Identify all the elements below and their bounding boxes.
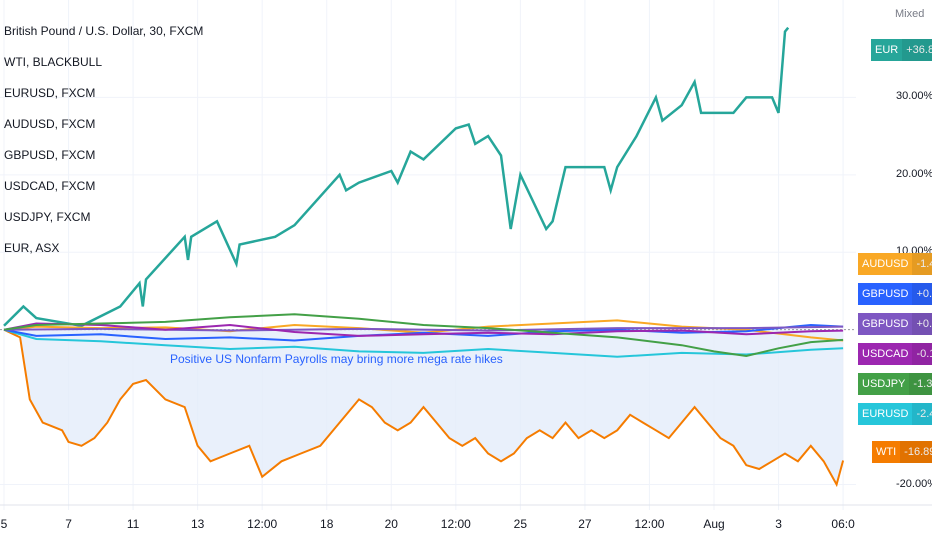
legend-item[interactable]: GBPUSD, FXCM — [4, 148, 96, 162]
legend-item[interactable]: USDJPY, FXCM — [4, 210, 91, 224]
series-tag-name: AUDUSD — [858, 253, 913, 275]
series-value-tag: EURUSD-2.40% — [858, 403, 932, 425]
y-tick-label: 30.00% — [896, 90, 932, 103]
x-tick-label: 3 — [775, 517, 782, 531]
series-tag-name: GBPUSD — [858, 283, 913, 305]
x-tick-label: 06:0 — [831, 517, 855, 531]
series-tag-name: USDJPY — [858, 373, 910, 395]
series-tag-name: USDCAD — [858, 343, 913, 365]
series-tag-name: EURUSD — [858, 403, 913, 425]
x-tick-label: 11 — [126, 517, 140, 531]
x-tick-label: 12:00 — [247, 517, 278, 531]
series-line-eur — [3, 26, 790, 328]
legend-item[interactable]: British Pound / U.S. Dollar, 30, FXCM — [4, 24, 204, 38]
x-tick-label: 18 — [320, 517, 334, 531]
series-line-gbpusd — [3, 323, 844, 342]
series-line-eurusd — [3, 328, 844, 358]
series-tag-name: GBPUSD — [858, 313, 913, 335]
legend-item[interactable]: WTI, BLACKBULL — [4, 55, 103, 69]
annotation-text: Positive US Nonfarm Payrolls may bring m… — [170, 352, 503, 366]
scale-mode-label[interactable]: Mixed — [895, 8, 925, 20]
x-tick-label: 12:00 — [440, 517, 471, 531]
x-tick-label: 25 — [513, 517, 528, 531]
legend-item[interactable]: AUDUSD, FXCM — [4, 117, 96, 131]
series-value-tag: EUR+36.87% — [871, 39, 932, 61]
y-tick-label: -20.00% — [896, 477, 932, 490]
series-tag-name: EUR — [871, 39, 903, 61]
series-tag-value: -0.12% — [912, 343, 932, 365]
wti-fill — [4, 329, 844, 485]
x-tick-label: Aug — [703, 517, 725, 531]
series-value-tag: GBPUSD+0.40% — [858, 283, 932, 305]
legend-item[interactable]: USDCAD, FXCM — [4, 179, 96, 193]
series-line-wti — [3, 328, 845, 488]
y-tick-label: 20.00% — [896, 167, 932, 180]
series-line-usdjpy — [3, 313, 844, 358]
legend-item[interactable]: EUR, ASX — [4, 241, 60, 255]
legend-item[interactable]: EURUSD, FXCM — [4, 86, 96, 100]
series-line-gbpusd — [3, 325, 844, 332]
x-tick-label: 12:00 — [634, 517, 665, 531]
series-tag-value: -1.32% — [909, 373, 932, 395]
series-value-tag: USDCAD-0.12% — [858, 343, 932, 365]
series-line-usdcad — [3, 322, 844, 337]
x-tick-label: 7 — [65, 517, 72, 531]
series-value-tag: WTI-16.89% — [872, 441, 932, 463]
series-tag-value: +0.40% — [912, 283, 932, 305]
series-tag-value: +0.40% — [912, 313, 932, 335]
series-tag-value: -16.89% — [900, 441, 932, 463]
series-value-tag: AUDUSD-1.40% — [858, 253, 932, 275]
legend: British Pound / U.S. Dollar, 30, FXCM WT… — [4, 16, 203, 264]
x-tick-label: 13 — [190, 517, 205, 531]
series-tag-value: -1.40% — [912, 253, 932, 275]
series-tag-value: -2.40% — [912, 403, 932, 425]
x-tick-label: 27 — [578, 517, 592, 531]
series-value-tag: USDJPY-1.32% — [858, 373, 932, 395]
series-value-tag: GBPUSD+0.40% — [858, 313, 932, 335]
series-tag-value: +36.87% — [902, 39, 932, 61]
x-tick-label: 20 — [384, 517, 398, 531]
series-tag-name: WTI — [872, 441, 901, 463]
x-tick-label: 5 — [0, 517, 8, 531]
